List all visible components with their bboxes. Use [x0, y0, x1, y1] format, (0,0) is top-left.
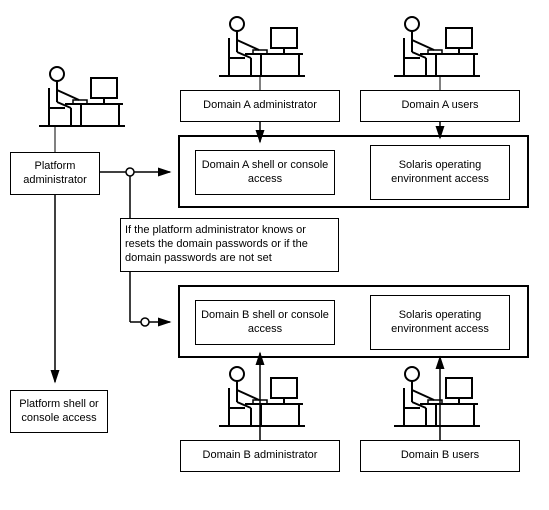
solaris-b-box: Solaris operating environment access [370, 295, 510, 350]
domain-b-administrator-label: Domain B administrator [180, 440, 340, 472]
platform-shell-box: Platform shell or console access [10, 390, 108, 433]
domain-b-admin-icon [219, 367, 305, 426]
platform-administrator-box: Platform administrator [10, 152, 100, 195]
solaris-a-box: Solaris operating environment access [370, 145, 510, 200]
condition-note-box: If the platform administrator knows or r… [120, 218, 339, 272]
platform-admin-icon [39, 67, 125, 126]
domain-b-users-label: Domain B users [360, 440, 520, 472]
domain-a-users-icon [394, 17, 480, 76]
domain-a-administrator-label: Domain A administrator [180, 90, 340, 122]
domain-b-shell-box: Domain B shell or console access [195, 300, 335, 345]
domain-b-users-icon [394, 367, 480, 426]
domain-a-admin-icon [219, 17, 305, 76]
domain-a-users-label: Domain A users [360, 90, 520, 122]
domain-a-shell-box: Domain A shell or console access [195, 150, 335, 195]
